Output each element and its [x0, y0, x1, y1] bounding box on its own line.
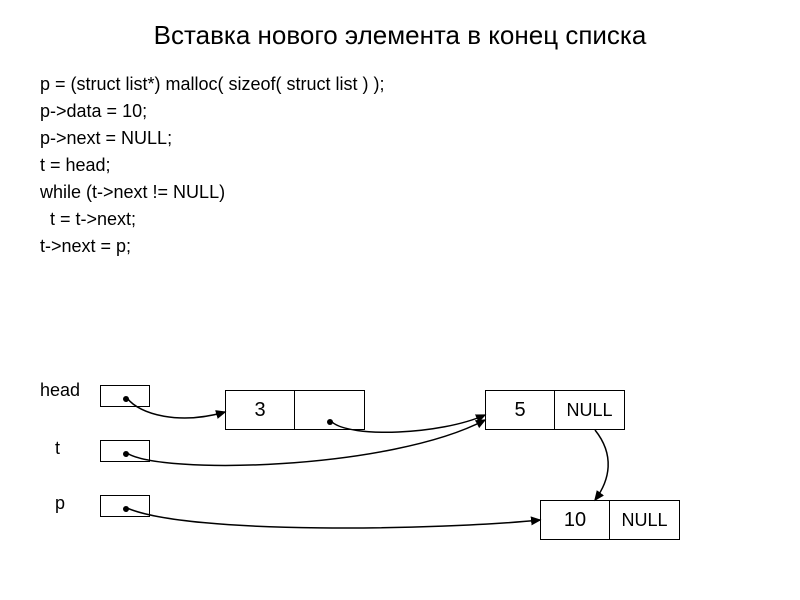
node-1-next — [295, 391, 364, 429]
node-1-data: 3 — [226, 391, 295, 429]
head-dot — [123, 396, 129, 402]
code-line-2: p->data = 10; — [40, 98, 760, 125]
head-pointer-box — [100, 385, 150, 407]
code-line-4: t = head; — [40, 152, 760, 179]
node-3-next: NULL — [610, 501, 679, 539]
node-2: 5 NULL — [485, 390, 625, 430]
node-2-data: 5 — [486, 391, 555, 429]
code-line-7: t->next = p; — [40, 233, 760, 260]
node-1-next-dot — [327, 419, 333, 425]
node-3-data: 10 — [541, 501, 610, 539]
t-pointer-box — [100, 440, 150, 462]
code-block: p = (struct list*) malloc( sizeof( struc… — [40, 71, 760, 260]
head-label: head — [40, 380, 86, 401]
page-title: Вставка нового элемента в конец списка — [40, 20, 760, 51]
code-line-1: p = (struct list*) malloc( sizeof( struc… — [40, 71, 760, 98]
t-label: t — [55, 438, 60, 459]
t-dot — [123, 451, 129, 457]
arrows-svg — [40, 380, 760, 580]
code-line-6: t = t->next; — [40, 206, 760, 233]
node-3: 10 NULL — [540, 500, 680, 540]
code-line-3: p->next = NULL; — [40, 125, 760, 152]
code-line-5: while (t->next != NULL) — [40, 179, 760, 206]
p-pointer-box — [100, 495, 150, 517]
p-label: p — [55, 493, 65, 514]
node-1: 3 — [225, 390, 365, 430]
node-2-next: NULL — [555, 391, 624, 429]
p-dot — [123, 506, 129, 512]
linked-list-diagram: head t p 3 5 NULL 10 NULL — [40, 380, 760, 580]
